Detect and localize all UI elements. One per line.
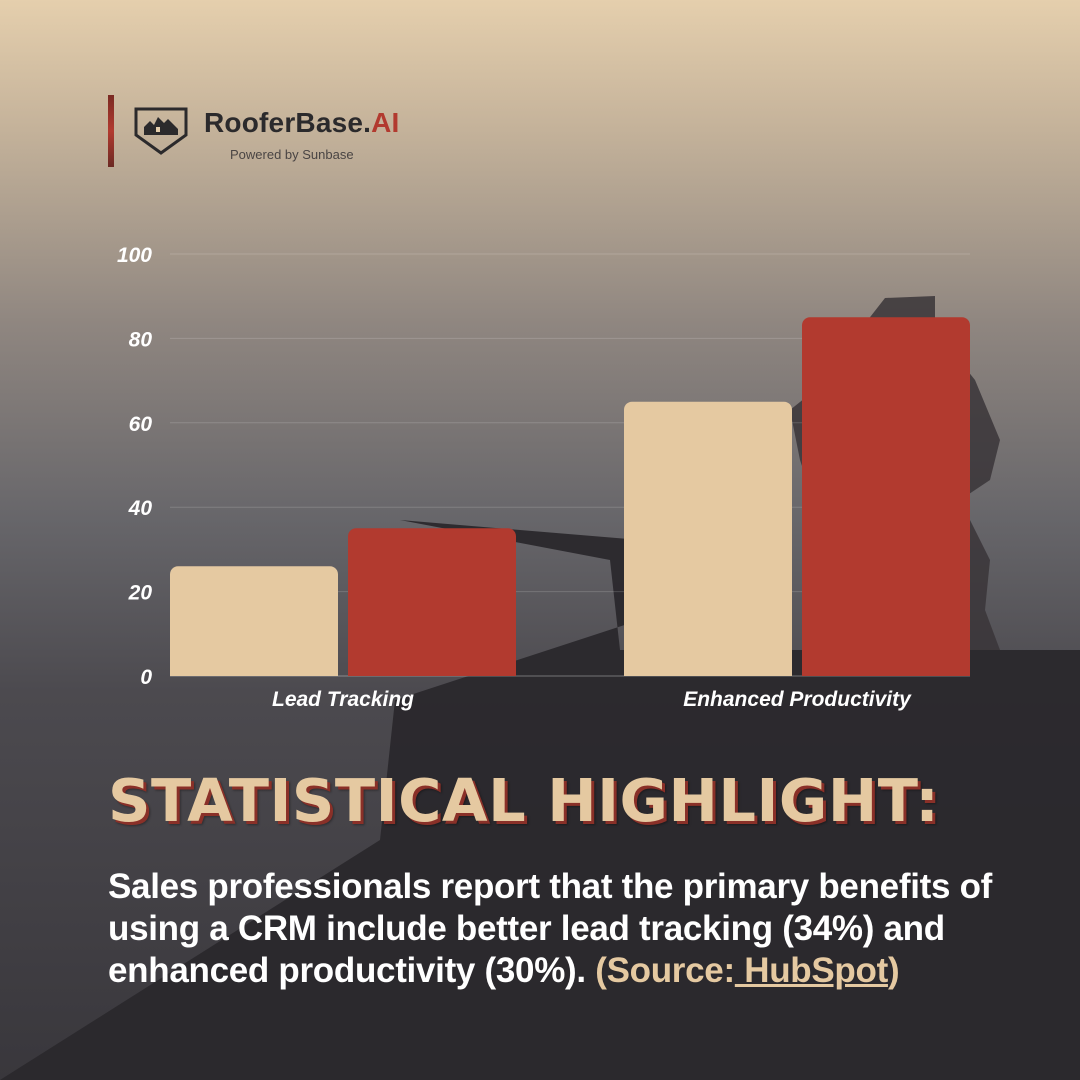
bar-enhanced-productivity-series-1 bbox=[624, 401, 792, 676]
statistic-text: Sales professionals report that the prim… bbox=[108, 867, 992, 990]
source-link-hubspot[interactable]: HubSpot bbox=[734, 951, 888, 990]
bar-enhanced-productivity-series-2 bbox=[802, 317, 970, 676]
bar-lead-tracking-series-1 bbox=[170, 566, 338, 676]
source-open: (Source: bbox=[595, 951, 735, 990]
x-category-label: Lead Tracking bbox=[272, 688, 414, 711]
brand-logo: RooferBase.AI Powered by Sunbase bbox=[108, 95, 428, 170]
brand-name: RooferBase.AI bbox=[204, 107, 400, 139]
y-tick-label: 60 bbox=[129, 413, 153, 436]
source-citation: (Source: HubSpot) bbox=[595, 951, 899, 990]
y-tick-label: 0 bbox=[140, 666, 152, 689]
bar-lead-tracking-series-2 bbox=[348, 528, 516, 676]
bar-base-lead-tracking-series-1 bbox=[170, 666, 338, 676]
highlight-title: STATISTICAL HIGHLIGHT: bbox=[108, 766, 940, 835]
y-axis-ticks: 0 20 40 60 80 100 bbox=[117, 244, 152, 689]
brand-name-ai: AI bbox=[371, 107, 400, 138]
bar-base-enhanced-productivity-series-1 bbox=[624, 666, 792, 676]
chart-bars bbox=[170, 317, 970, 676]
y-tick-label: 100 bbox=[117, 244, 152, 267]
bar-base-lead-tracking-series-2 bbox=[348, 666, 516, 676]
x-axis-categories: Lead Tracking Enhanced Productivity bbox=[272, 688, 912, 711]
y-tick-label: 80 bbox=[129, 328, 153, 351]
x-category-label: Enhanced Productivity bbox=[683, 688, 912, 711]
bar-base-enhanced-productivity-series-2 bbox=[802, 666, 970, 676]
brand-name-main: RooferBase. bbox=[204, 107, 372, 138]
source-close: ) bbox=[887, 951, 900, 990]
house-shield-icon bbox=[134, 107, 188, 155]
statistic-paragraph: Sales professionals report that the prim… bbox=[108, 866, 1008, 992]
y-tick-label: 40 bbox=[128, 497, 153, 520]
logo-accent-bar bbox=[108, 95, 114, 167]
brand-tagline: Powered by Sunbase bbox=[230, 147, 354, 162]
y-tick-label: 20 bbox=[128, 582, 153, 605]
